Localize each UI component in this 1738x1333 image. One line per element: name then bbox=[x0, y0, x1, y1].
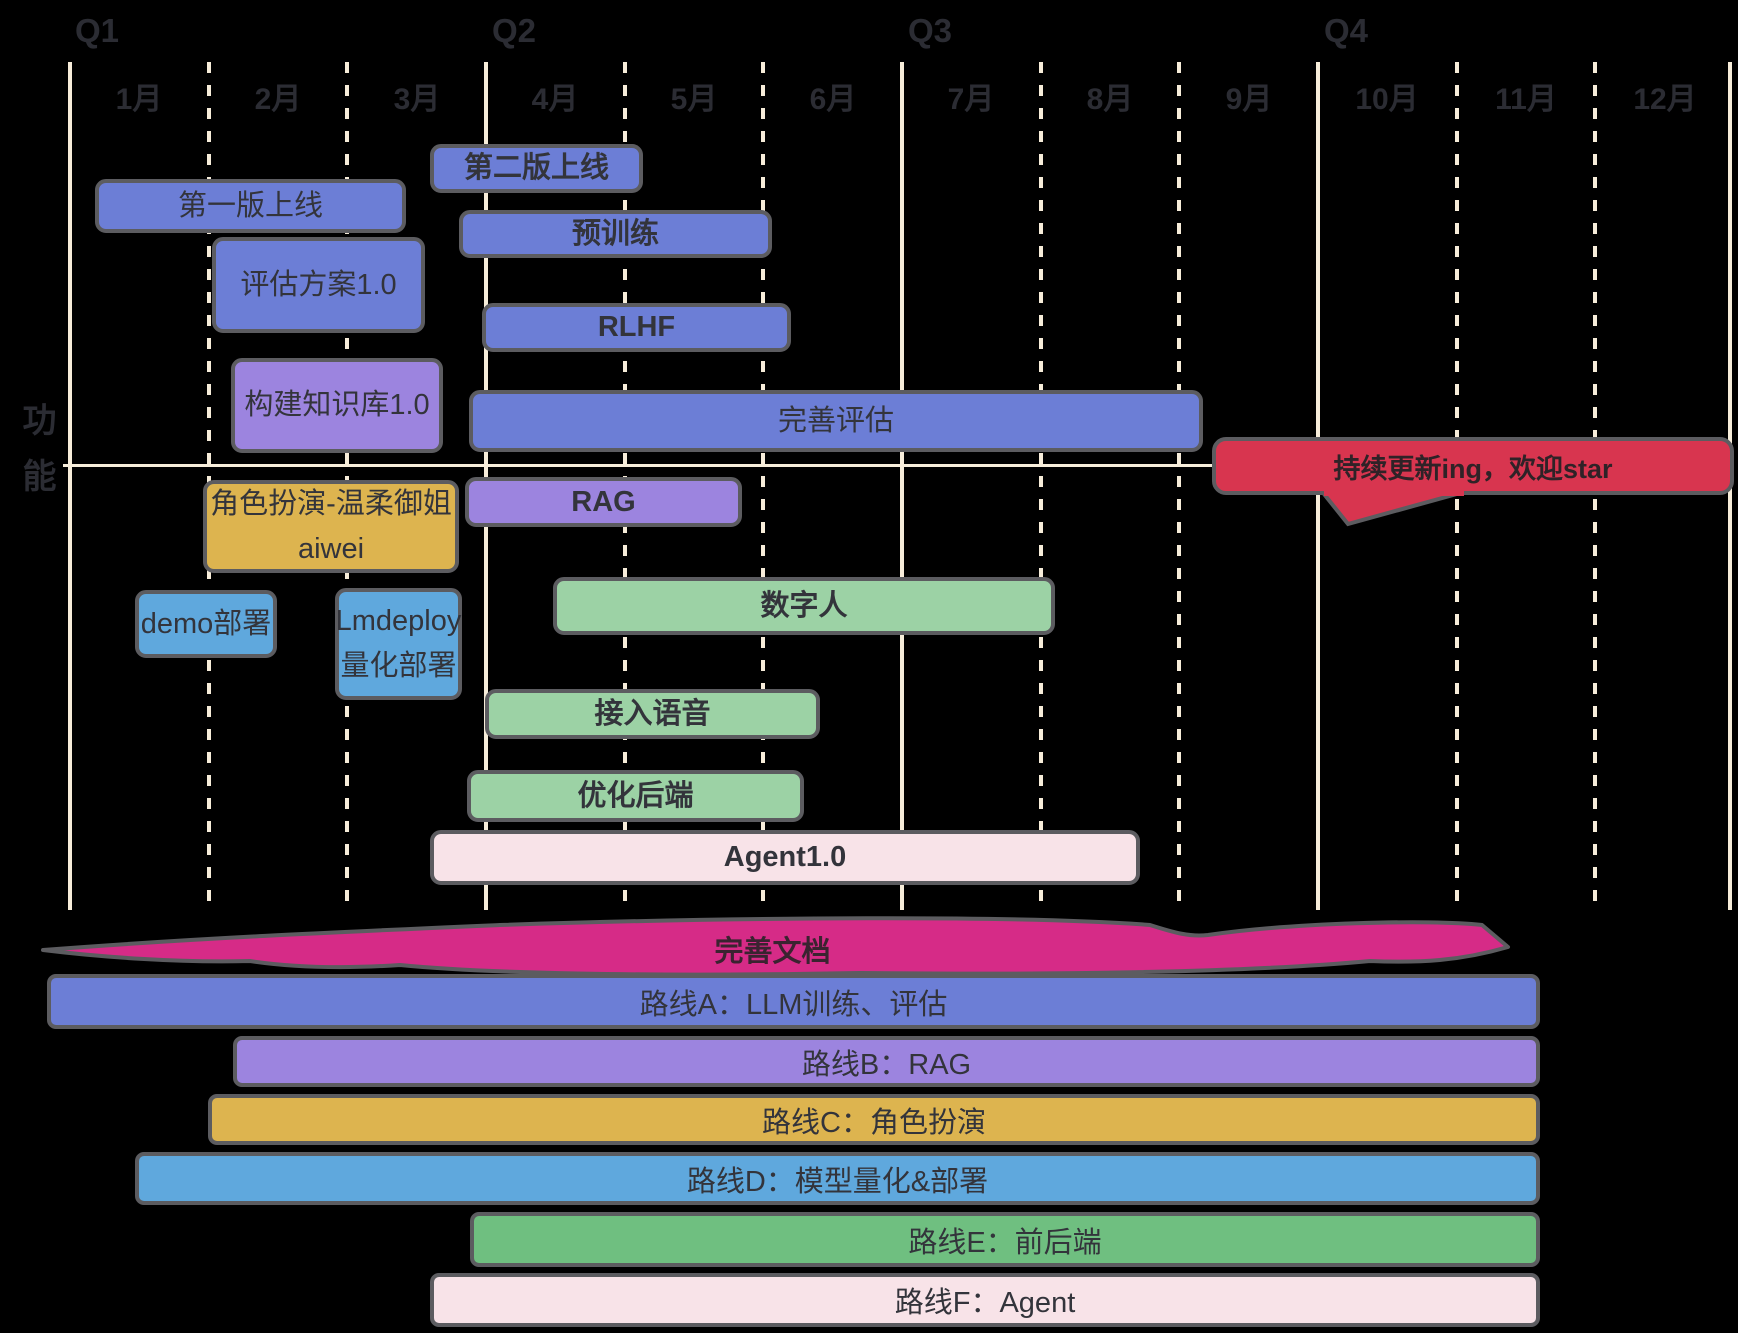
docs-banner-shape bbox=[41, 916, 1510, 977]
month-label-3: 3月 bbox=[393, 83, 441, 116]
route-label: 路线E：前后端 bbox=[908, 1226, 1102, 1259]
task-bar-rag: RAG bbox=[465, 477, 742, 527]
task-bar-eval-plan: 评估方案1.0 bbox=[212, 237, 425, 333]
route-bar-c: 路线C：角色扮演 bbox=[208, 1094, 1540, 1145]
grid-line-jun bbox=[761, 62, 765, 910]
month-label-9: 9月 bbox=[1225, 83, 1273, 116]
task-bar-eval-improve: 完善评估 bbox=[469, 390, 1203, 452]
task-label: 预训练 bbox=[571, 217, 659, 250]
month-label-6: 6月 bbox=[809, 83, 857, 116]
route-label: 路线F：Agent bbox=[894, 1287, 1076, 1319]
task-label: 第一版上线 bbox=[177, 189, 323, 222]
task-bar-agent: Agent1.0 bbox=[430, 830, 1140, 885]
month-label-8: 8月 bbox=[1086, 83, 1134, 116]
task-bar-voice: 接入语音 bbox=[485, 689, 820, 739]
route-bar-a: 路线A：LLM训练、评估 bbox=[47, 974, 1540, 1029]
task-label-line2: 量化部署 bbox=[340, 650, 457, 682]
task-label: RLHF bbox=[597, 311, 676, 344]
quarter-label-q4: Q4 bbox=[1324, 12, 1369, 49]
task-bar-digital-human: 数字人 bbox=[553, 577, 1055, 635]
month-label-10: 10月 bbox=[1355, 83, 1419, 116]
task-bar-first-launch: 第一版上线 bbox=[95, 179, 406, 233]
month-label-7: 7月 bbox=[947, 83, 995, 116]
route-label: 路线C：角色扮演 bbox=[762, 1106, 986, 1139]
callout-tail-patch bbox=[1324, 486, 1464, 496]
task-bar-second-launch: 第二版上线 bbox=[430, 144, 643, 193]
month-label-11: 11月 bbox=[1495, 83, 1557, 116]
task-bar-rlhf: RLHF bbox=[482, 303, 791, 352]
task-label-line2: aiwei bbox=[297, 532, 365, 565]
route-bar-f: 路线F：Agent bbox=[430, 1273, 1540, 1327]
grid-line-sep bbox=[1177, 62, 1181, 910]
task-label: 评估方案1.0 bbox=[240, 268, 397, 301]
month-label-1: 1月 bbox=[115, 83, 163, 116]
callout-bubble: 持续更新ing，欢迎star bbox=[1212, 437, 1734, 495]
route-label: 路线A：LLM训练、评估 bbox=[639, 988, 948, 1021]
task-label: 接入语音 bbox=[594, 697, 711, 730]
task-label: 第二版上线 bbox=[463, 152, 609, 185]
quarter-label-q1: Q1 bbox=[75, 12, 120, 49]
task-bar-roleplay: 角色扮演-温柔御姐 aiwei bbox=[203, 480, 459, 573]
grid-line-horizontal-axis bbox=[63, 464, 1734, 467]
y-axis-label: 功能 bbox=[17, 402, 55, 514]
grid-line-aug bbox=[1039, 62, 1043, 910]
task-bar-knowledge-base: 构建知识库1.0 bbox=[231, 358, 443, 453]
quarter-label-q2: Q2 bbox=[492, 12, 537, 49]
route-bar-e: 路线E：前后端 bbox=[470, 1212, 1540, 1267]
route-bar-d: 路线D：模型量化&部署 bbox=[135, 1152, 1540, 1205]
month-label-2: 2月 bbox=[254, 83, 302, 116]
docs-banner-label: 完善文档 bbox=[714, 936, 831, 968]
route-label: 路线B：RAG bbox=[801, 1048, 972, 1081]
task-bar-backend: 优化后端 bbox=[467, 770, 804, 822]
task-bar-demo-deploy: demo部署 bbox=[135, 590, 277, 658]
task-label: Lmdeploy bbox=[335, 605, 462, 638]
task-label: RAG bbox=[571, 485, 636, 518]
month-label-12: 12月 bbox=[1633, 83, 1697, 116]
grid-line-jan-solid bbox=[68, 62, 72, 910]
route-bar-b: 路线B：RAG bbox=[233, 1036, 1540, 1087]
month-label-5: 5月 bbox=[670, 83, 718, 116]
task-label: Agent1.0 bbox=[723, 841, 847, 874]
task-label: 角色扮演-温柔御姐 bbox=[210, 487, 452, 520]
route-label: 路线D：模型量化&部署 bbox=[686, 1165, 989, 1198]
task-label: 数字人 bbox=[760, 589, 848, 622]
task-bar-pretraining: 预训练 bbox=[459, 210, 772, 258]
grid-line-jul-solid bbox=[900, 62, 904, 910]
task-bar-lmdeploy: Lmdeploy 量化部署 bbox=[335, 588, 462, 700]
month-label-4: 4月 bbox=[531, 83, 579, 116]
task-label: 优化后端 bbox=[577, 779, 694, 812]
task-label: 完善评估 bbox=[777, 404, 894, 437]
quarter-label-q3: Q3 bbox=[908, 12, 953, 49]
task-label: 构建知识库1.0 bbox=[244, 389, 430, 422]
task-label: demo部署 bbox=[140, 607, 272, 640]
